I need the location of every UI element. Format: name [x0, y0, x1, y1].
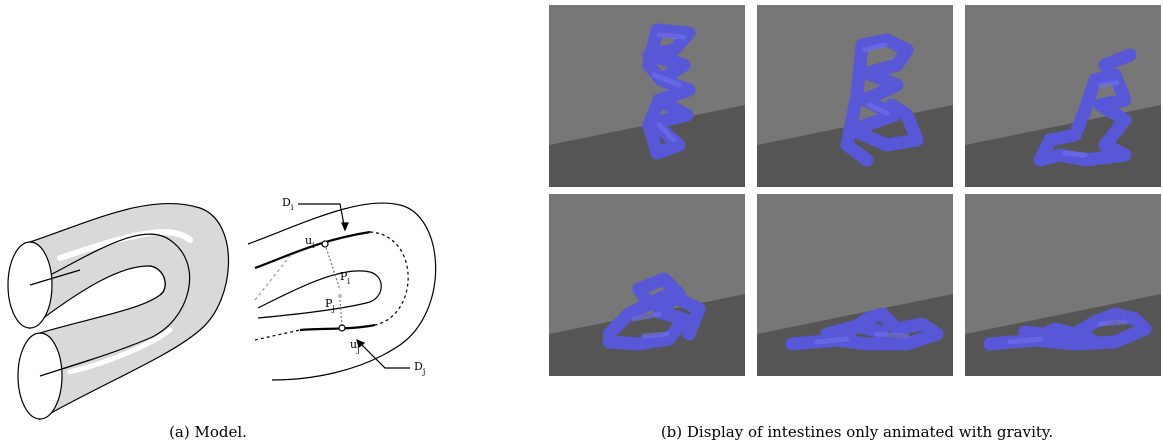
label-part: i — [312, 241, 315, 250]
caption-b: (b) Display of intestines only animated … — [661, 423, 1053, 441]
label-part: u — [305, 234, 312, 247]
frame — [549, 5, 745, 187]
caption-a: (a) Model. — [169, 423, 247, 441]
frame — [965, 194, 1161, 376]
frame — [549, 194, 745, 376]
frame — [965, 5, 1161, 187]
label-d-j: Dj — [414, 360, 425, 376]
label-part: j — [356, 345, 359, 354]
label-part: D — [282, 196, 291, 209]
label-part: j — [422, 367, 425, 376]
frame — [757, 194, 953, 376]
schematic — [247, 202, 437, 381]
tube-model — [7, 202, 230, 421]
frames — [549, 5, 1161, 376]
label-part: j — [331, 304, 334, 313]
label-u-j: uj — [350, 338, 360, 354]
label-part: D — [414, 360, 423, 373]
label-part: i — [347, 277, 350, 286]
label-part: P — [340, 270, 348, 283]
label-part: i — [291, 203, 294, 212]
label-part: P — [325, 297, 333, 310]
label-p-i: Pi — [340, 270, 350, 286]
model-labels: Di ui Pi Pj uj Dj — [282, 196, 425, 376]
frame — [757, 5, 953, 187]
label-d-i: Di — [282, 196, 294, 212]
label-u-i: ui — [305, 234, 315, 250]
label-p-j: Pj — [325, 297, 335, 313]
label-part: u — [350, 338, 357, 351]
